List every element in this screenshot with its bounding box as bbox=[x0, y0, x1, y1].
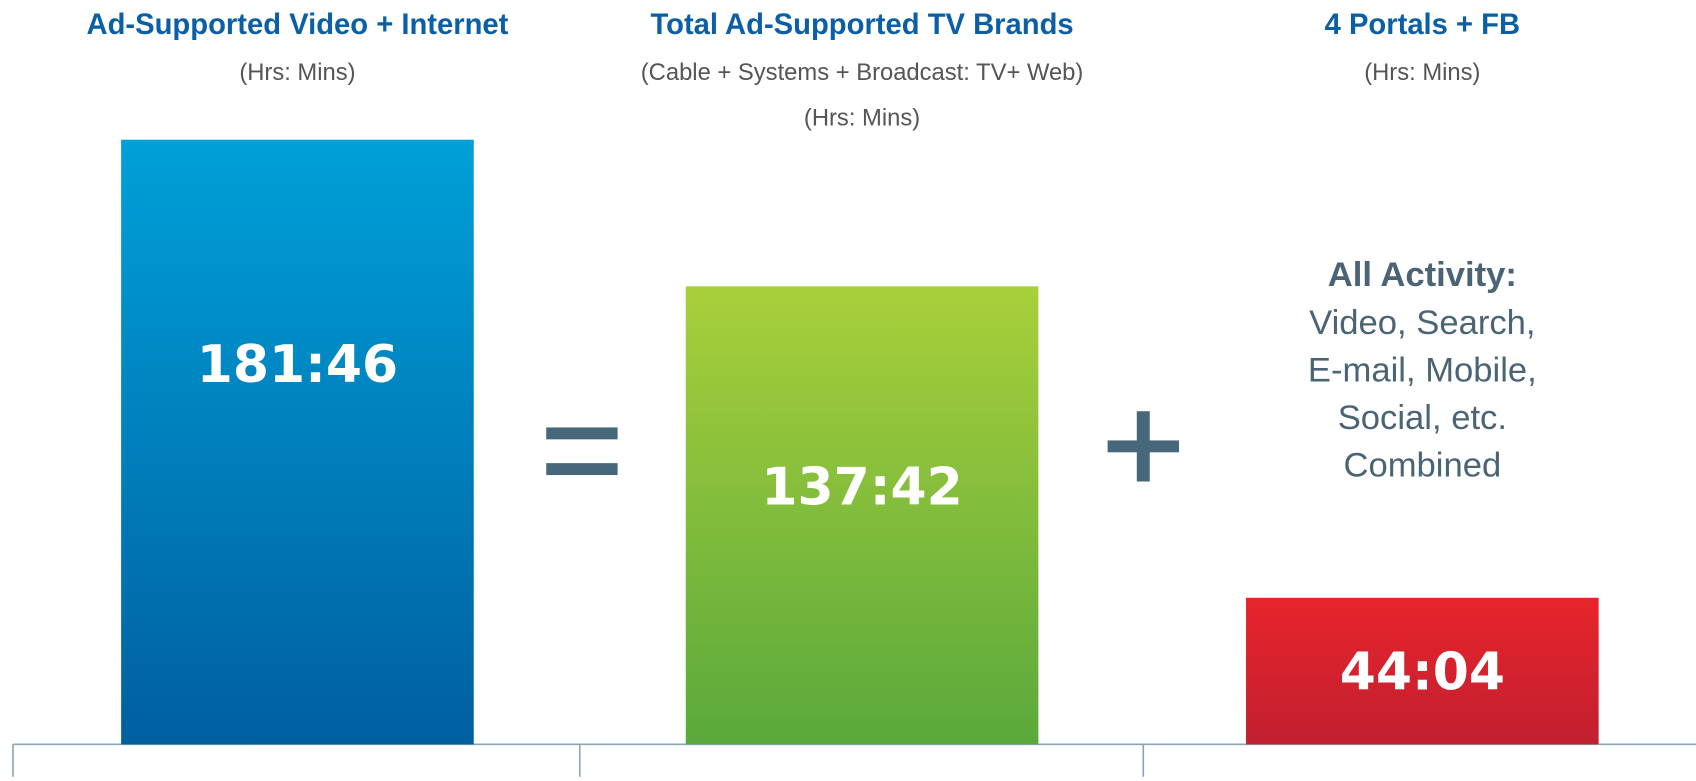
bar bbox=[1246, 597, 1599, 745]
category-subtitle: (Cable + Systems + Broadcast: TV+ Web) bbox=[641, 59, 1084, 86]
category-title: Total Ad-Supported TV Brands bbox=[650, 9, 1073, 41]
baseline-frame bbox=[12, 743, 1696, 777]
annotation-line: Combined bbox=[1343, 447, 1501, 485]
annotation-line: E-mail, Mobile, bbox=[1308, 351, 1537, 389]
equals-sign bbox=[546, 427, 618, 476]
category-subtitle: (Hrs: Mins) bbox=[804, 104, 920, 131]
category-subtitle: (Hrs: Mins) bbox=[1364, 59, 1480, 86]
value-label: 44:04 bbox=[1340, 643, 1505, 703]
annotation-line: Video, Search, bbox=[1309, 304, 1535, 342]
plus-sign bbox=[1107, 411, 1179, 482]
value-label: 137:42 bbox=[761, 458, 962, 518]
annotation-heading: All Activity: bbox=[1328, 256, 1517, 294]
annotation-line: Social, etc. bbox=[1338, 399, 1507, 437]
bar bbox=[121, 139, 474, 745]
bar bbox=[685, 286, 1039, 745]
category-subtitle: (Hrs: Mins) bbox=[239, 59, 355, 86]
value-label: 181:46 bbox=[197, 335, 398, 395]
category-title: 4 Portals + FB bbox=[1325, 9, 1520, 41]
category-title: Ad-Supported Video + Internet bbox=[86, 9, 508, 41]
